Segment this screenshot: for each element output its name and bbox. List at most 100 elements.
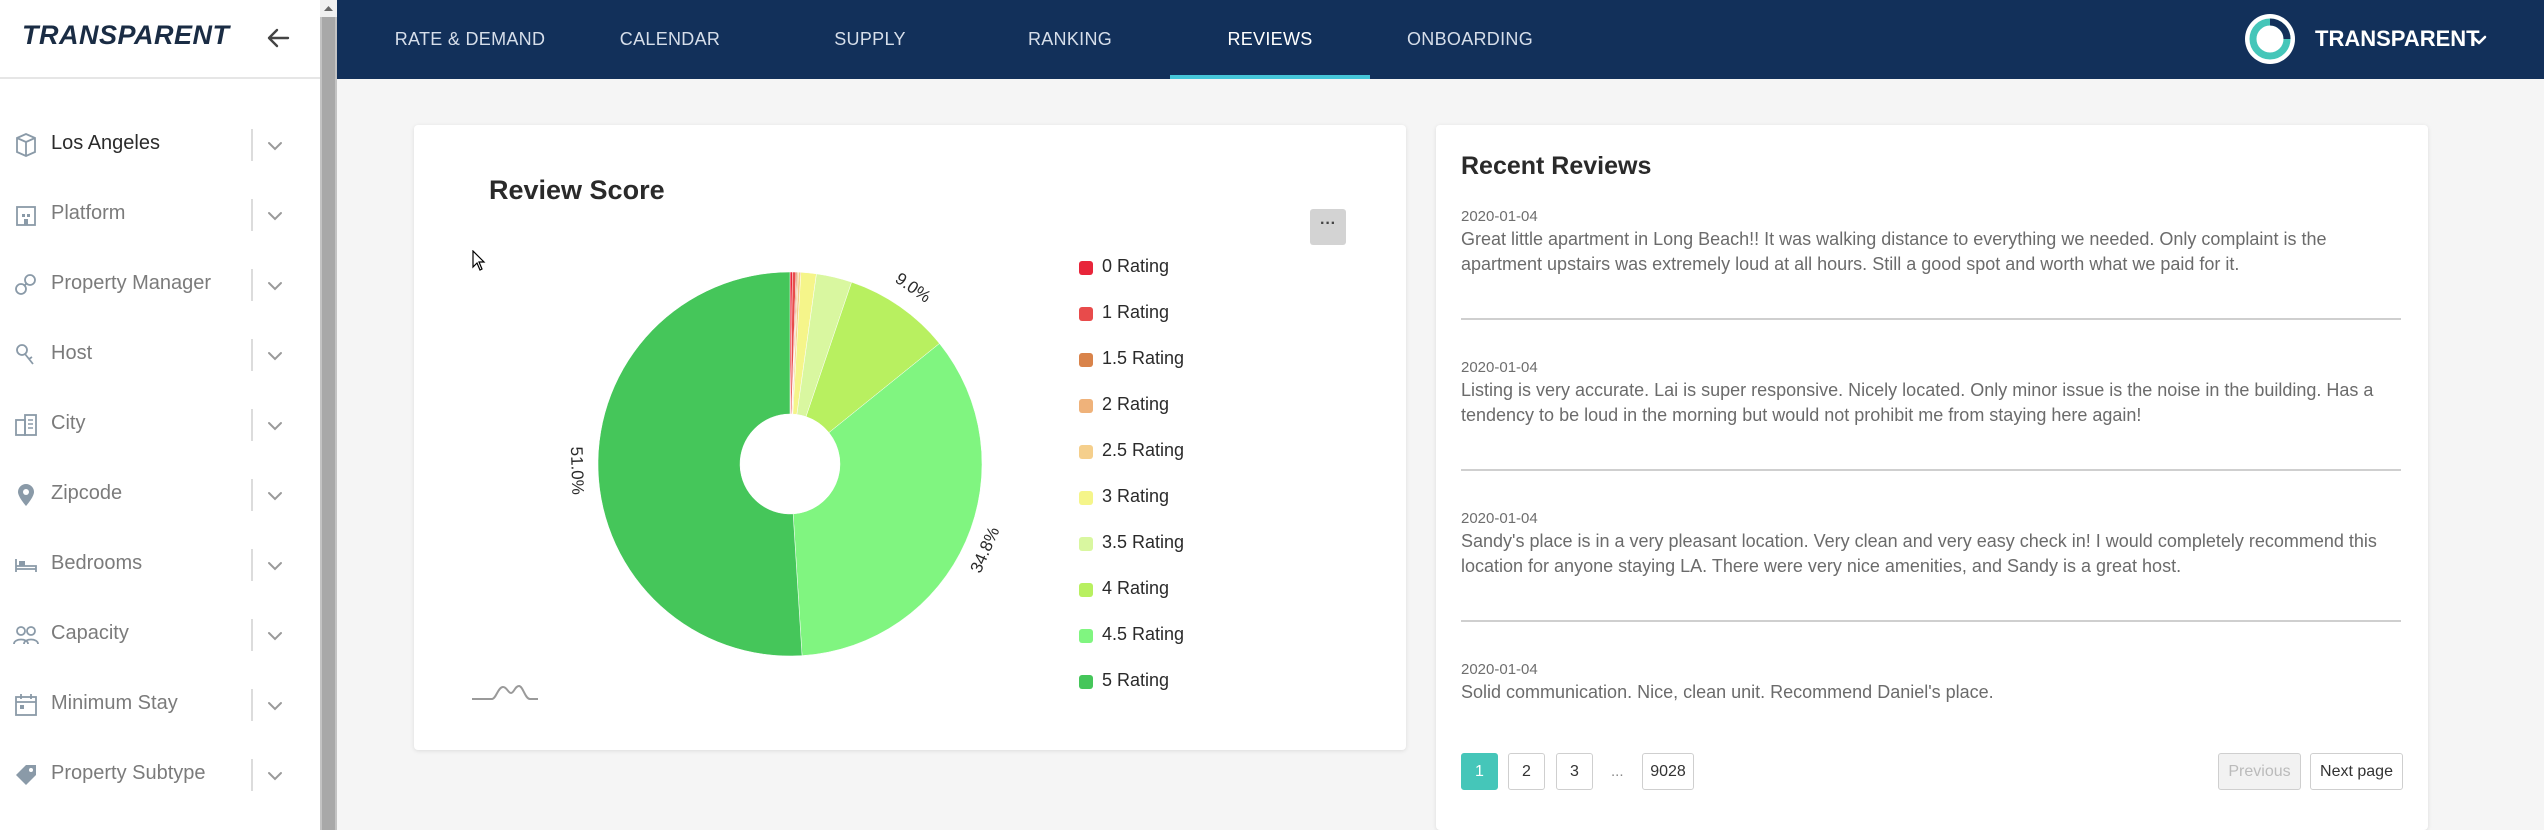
divider	[251, 479, 253, 511]
tab-reviews[interactable]: REVIEWS	[1227, 29, 1313, 49]
legend-swatch	[1079, 583, 1093, 597]
scroll-up-button[interactable]	[320, 0, 337, 17]
pie-slice-4-rating[interactable]	[805, 281, 940, 433]
filter-host[interactable]: Host	[0, 320, 320, 390]
filter-label: Zipcode	[51, 482, 123, 504]
divider	[251, 689, 253, 721]
review-score-card: Review Score ··· 9.0% 34.8% 51.0% 0 Rating…	[414, 125, 1406, 750]
chevron-down-icon[interactable]	[264, 485, 286, 507]
previous-page-button[interactable]: Previous	[2218, 753, 2301, 790]
account-name[interactable]: TRANSPARENT	[2315, 26, 2480, 51]
filter-property-manager[interactable]: Property Manager	[0, 250, 320, 320]
legend-label: 1.5 Rating	[1102, 348, 1185, 368]
tab-calendar[interactable]: CALENDAR	[619, 29, 721, 49]
filter-label: Platform	[51, 202, 126, 224]
next-page-button[interactable]: Next page	[2310, 753, 2403, 790]
chevron-down-icon[interactable]	[264, 695, 286, 717]
chevron-down-icon[interactable]	[264, 135, 286, 157]
review-text: Sandy's place is in a very pleasant loca…	[1461, 531, 2377, 576]
card-title: Review Score	[489, 175, 665, 205]
key-icon	[16, 344, 34, 365]
legend-label: 0 Rating	[1102, 256, 1170, 276]
last-page-button[interactable]: 9028	[1642, 753, 1694, 790]
chevron-down-icon[interactable]	[264, 275, 286, 297]
page-button[interactable]: 1	[1461, 753, 1498, 790]
review-text: Great little apartment in Long Beach!! I…	[1461, 229, 2327, 274]
filter-zipcode[interactable]: Zipcode	[0, 460, 320, 530]
filter-city[interactable]: City	[0, 390, 320, 460]
legend-swatch	[1079, 491, 1093, 505]
tab-onboarding[interactable]: ONBOARDING	[1406, 29, 1533, 49]
filter-capacity[interactable]: Capacity	[0, 600, 320, 670]
divider	[251, 339, 253, 371]
legend-label: 3 Rating	[1102, 486, 1170, 506]
review-item: 2020-01-04 Solid communication. Nice, cle…	[1461, 661, 2401, 705]
pie-slice-4-5-rating[interactable]	[792, 343, 983, 656]
filter-bedrooms[interactable]: Bedrooms	[0, 530, 320, 600]
calendar-icon	[15, 694, 37, 716]
review-item: 2020-01-04 Sandy's place is in a very ple…	[1461, 510, 2401, 579]
chart-menu-button[interactable]: ···	[1310, 209, 1346, 245]
top-navigation: RATE & DEMAND CALENDAR SUPPLY RANKING REVIEW…	[337, 0, 2544, 79]
card-title: Recent Reviews	[1461, 152, 1652, 180]
bed-icon	[15, 559, 37, 572]
sidebar-header: TRANSPARENT	[0, 0, 320, 79]
pie-slice-5-rating[interactable]	[597, 271, 803, 657]
chevron-down-icon[interactable]	[264, 555, 286, 577]
chevron-down-icon[interactable]	[264, 205, 286, 227]
building-icon	[16, 206, 36, 226]
legend-swatch	[1079, 353, 1093, 367]
divider	[251, 619, 253, 651]
divider	[251, 199, 253, 231]
review-text: Solid communication. Nice, clean unit. R…	[1461, 682, 1994, 702]
city-icon	[15, 414, 37, 436]
legend-label: 2 Rating	[1102, 394, 1170, 414]
legend-label: 5 Rating	[1102, 670, 1170, 690]
legend-swatch	[1079, 261, 1093, 275]
chevron-down-icon[interactable]	[264, 415, 286, 437]
account-dropdown-button[interactable]	[2469, 30, 2489, 50]
legend-swatch	[1079, 445, 1093, 459]
review-divider	[1461, 318, 2401, 320]
collapse-sidebar-button[interactable]	[262, 22, 294, 54]
legend-label: 4 Rating	[1102, 578, 1170, 598]
tab-ranking[interactable]: RANKING	[1027, 29, 1113, 49]
review-text: Listing is very accurate. Lai is super r…	[1461, 380, 2374, 425]
chart-sparkline-icon	[472, 684, 538, 700]
brand-mark-icon	[2249, 18, 2291, 60]
brand-logo-text: TRANSPARENT	[22, 20, 230, 50]
filter-label: Host	[51, 342, 93, 364]
arrow-left-icon	[267, 28, 290, 48]
pie-value-label: 51.0%	[567, 446, 588, 495]
page-button[interactable]: 3	[1556, 753, 1593, 790]
scrollbar-thumb[interactable]	[322, 17, 335, 830]
filter-label: Property Manager	[51, 272, 212, 294]
pagination-ellipsis: ...	[1611, 763, 1624, 780]
legend-label: 4.5 Rating	[1102, 624, 1185, 644]
filter-label: Los Angeles	[51, 132, 160, 154]
legend-label: 2.5 Rating	[1102, 440, 1185, 460]
account-avatar[interactable]	[2245, 14, 2295, 64]
divider	[251, 269, 253, 301]
review-date: 2020-01-04	[1461, 661, 1538, 678]
tab-supply[interactable]: SUPPLY	[834, 29, 906, 49]
filter-label: Bedrooms	[51, 552, 143, 574]
legend-swatch	[1079, 675, 1093, 689]
review-date: 2020-01-04	[1461, 510, 1538, 527]
legend-swatch	[1079, 399, 1093, 413]
chevron-down-icon[interactable]	[264, 625, 286, 647]
review-divider	[1461, 469, 2401, 471]
cube-icon	[16, 133, 36, 157]
mouse-cursor-icon	[472, 250, 486, 271]
chevron-down-icon[interactable]	[264, 765, 286, 787]
divider	[251, 549, 253, 581]
filter-property-subtype[interactable]: Property Subtype	[0, 740, 320, 810]
filter-minimum-stay[interactable]: Minimum Stay	[0, 670, 320, 740]
chevron-down-icon[interactable]	[264, 345, 286, 367]
page-button[interactable]: 2	[1508, 753, 1545, 790]
sidebar-scrollbar[interactable]	[320, 0, 337, 830]
filter-los-angeles[interactable]: Los Angeles	[0, 110, 320, 180]
tab-rate-demand[interactable]: RATE & DEMAND	[394, 29, 546, 49]
filter-platform[interactable]: Platform	[0, 180, 320, 250]
legend-swatch	[1079, 629, 1093, 643]
